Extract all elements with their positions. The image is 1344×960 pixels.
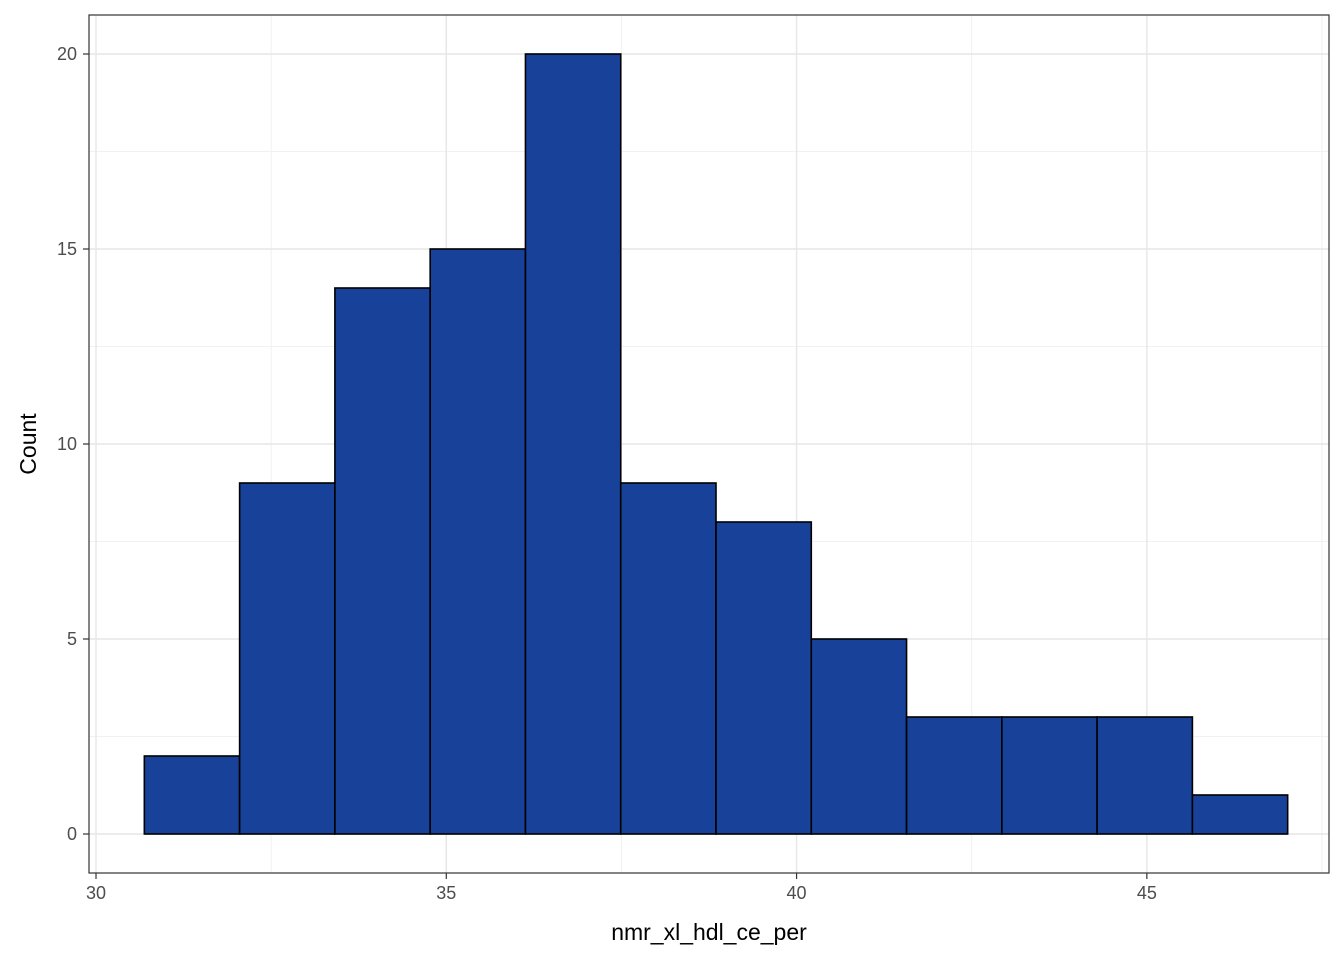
x-tick-label: 40 — [787, 883, 807, 903]
y-tick-label: 0 — [67, 824, 77, 844]
y-tick-label: 5 — [67, 629, 77, 649]
histogram-bar — [334, 287, 431, 835]
histogram-bar — [619, 482, 717, 835]
y-tick-label: 15 — [57, 239, 77, 259]
histogram-bar — [524, 53, 622, 835]
x-tick-label: 30 — [86, 883, 106, 903]
histogram-bar — [905, 716, 1003, 835]
histogram-bar — [143, 755, 241, 835]
x-tick-label: 45 — [1137, 883, 1157, 903]
x-axis-title: nmr_xl_hdl_ce_per — [611, 919, 807, 945]
x-tick-label: 35 — [436, 883, 456, 903]
y-tick-label: 10 — [57, 434, 77, 454]
histogram-bar — [810, 638, 908, 835]
histogram-bar — [429, 248, 527, 835]
histogram-bars — [143, 53, 1289, 835]
histogram-bar — [238, 482, 336, 835]
x-axis-ticks: 30 35 40 45 — [86, 873, 1157, 903]
histogram-bar — [715, 521, 813, 835]
histogram-bar — [1191, 794, 1289, 835]
histogram-bar — [1001, 716, 1098, 835]
y-tick-label: 20 — [57, 44, 77, 64]
histogram-bar — [1096, 716, 1194, 835]
y-axis-title: Count — [15, 413, 41, 475]
y-axis-ticks: 0 5 10 15 20 — [57, 44, 89, 844]
